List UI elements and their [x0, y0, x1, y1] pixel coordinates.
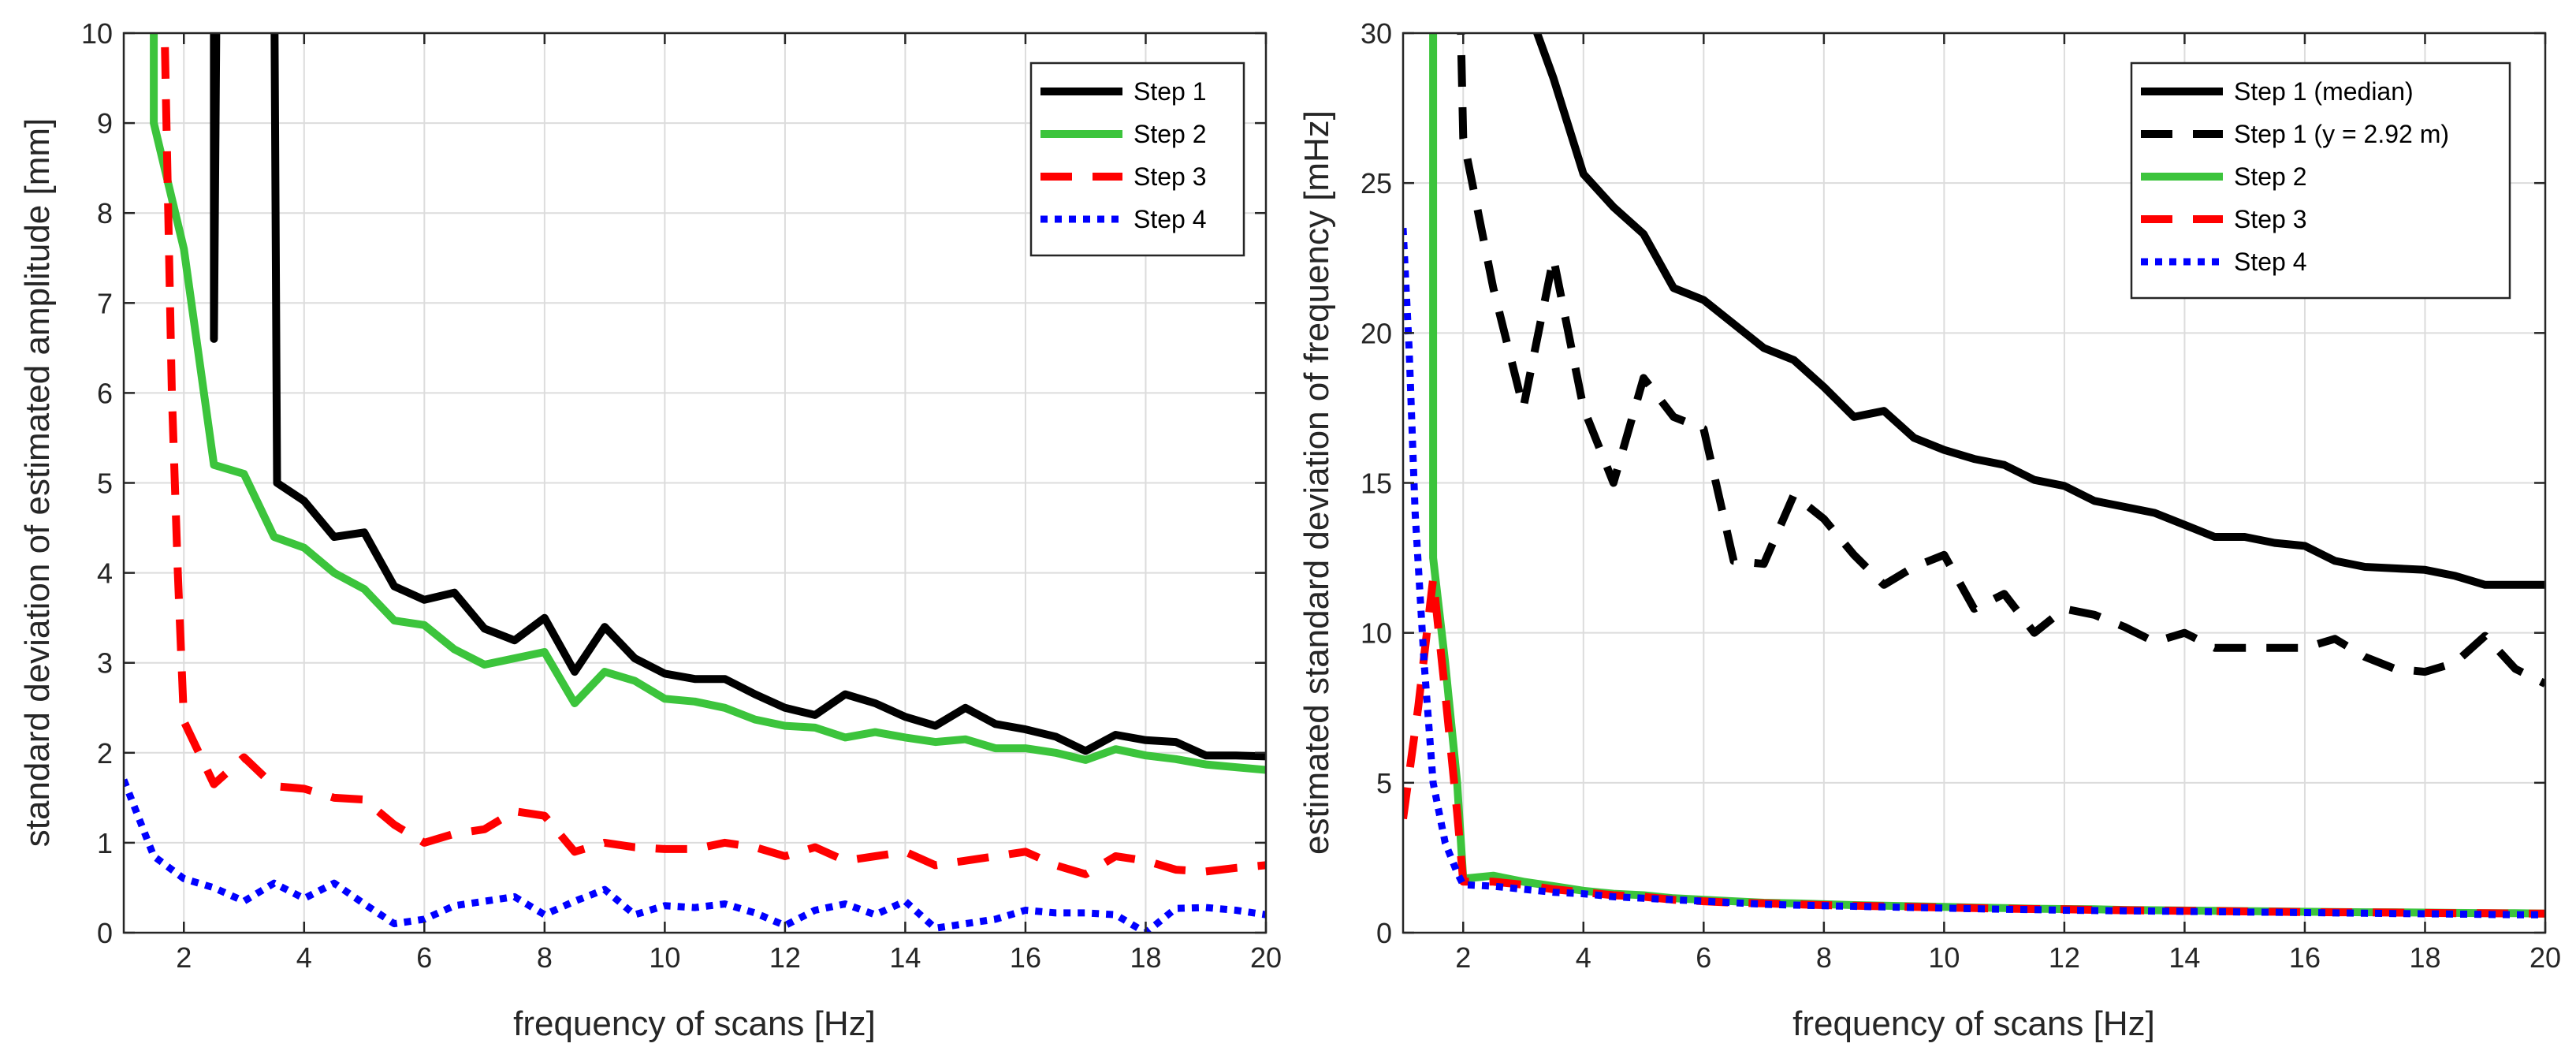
frequency-x-tick-label: 4 [1576, 941, 1591, 974]
amplitude-legend: Step 1 Step 2 Step 3 Step 4 [1029, 61, 1245, 257]
amplitude-x-tick-label: 14 [889, 941, 921, 974]
amplitude-y-tick-label: 4 [97, 557, 113, 590]
amplitude-series-line-3 [160, 33, 1266, 878]
frequency-ticks: 2 4 6 8 10 12 14 16 18 20 0 5 10 15 20 25 30 [1361, 17, 2561, 974]
frequency-y-tick-label: 30 [1361, 17, 1392, 50]
amplitude-x-tick-label: 20 [1250, 941, 1282, 974]
frequency-y-tick-label: 0 [1376, 917, 1392, 949]
frequency-series-line-5 [1403, 227, 2545, 919]
frequency-chart: 2 4 6 8 10 12 14 16 18 20 0 5 10 15 20 25 30 frequency o… [1297, 17, 2561, 1043]
frequency-series-line-1 [1532, 33, 2545, 589]
amplitude-x-axis-label: frequency of scans [Hz] [513, 1004, 876, 1043]
amplitude-y-tick-label: 2 [97, 737, 113, 769]
frequency-x-tick-label: 20 [2529, 941, 2561, 974]
amplitude-series-layer [124, 33, 1266, 933]
frequency-x-tick-label: 14 [2168, 941, 2200, 974]
frequency-y-tick-label: 20 [1361, 317, 1392, 349]
amplitude-y-tick-label: 8 [97, 197, 113, 229]
amplitude-legend-label-3: Step 3 [1134, 162, 1207, 191]
frequency-y-tick-label: 10 [1361, 617, 1392, 650]
frequency-legend-label-2: Step 1 (y = 2.92 m) [2234, 120, 2449, 148]
amplitude-y-tick-label: 5 [97, 468, 113, 500]
frequency-x-tick-label: 6 [1696, 941, 1711, 974]
frequency-x-tick-label: 18 [2409, 941, 2440, 974]
frequency-legend: Step 1 (median) Step 1 (y = 2.92 m) Step 2… [2130, 61, 2511, 300]
amplitude-legend-label-2: Step 2 [1134, 120, 1207, 148]
frequency-x-axis-label: frequency of scans [Hz] [1792, 1004, 2155, 1043]
amplitude-series-line-2 [150, 33, 1266, 774]
amplitude-legend-label-1: Step 1 [1134, 77, 1207, 106]
amplitude-y-axis-label: standard deviation of estimated amplitud… [18, 118, 57, 847]
amplitude-x-tick-label: 2 [176, 941, 192, 974]
frequency-x-tick-label: 16 [2289, 941, 2321, 974]
frequency-x-tick-label: 2 [1455, 941, 1471, 974]
frequency-y-tick-label: 25 [1361, 167, 1392, 199]
amplitude-y-tick-label: 1 [97, 827, 113, 859]
frequency-legend-label-4: Step 3 [2234, 205, 2307, 233]
amplitude-series-line-1 [210, 33, 1266, 761]
amplitude-series-line-4 [124, 778, 1266, 933]
frequency-y-axis-label: estimated standard deviation of frequenc… [1297, 110, 1336, 855]
frequency-y-tick-label: 5 [1376, 767, 1392, 799]
frequency-legend-label-1: Step 1 (median) [2234, 77, 2414, 106]
frequency-legend-label-5: Step 4 [2234, 248, 2307, 276]
frequency-x-tick-label: 10 [1928, 941, 1960, 974]
amplitude-x-tick-label: 16 [1010, 941, 1041, 974]
amplitude-y-tick-label: 0 [97, 917, 113, 949]
amplitude-y-tick-label: 10 [81, 17, 113, 50]
frequency-series-line-4 [1403, 575, 2545, 918]
frequency-x-tick-label: 12 [2049, 941, 2080, 974]
amplitude-y-tick-label: 9 [97, 107, 113, 140]
amplitude-x-tick-label: 12 [769, 941, 801, 974]
amplitude-x-tick-label: 4 [296, 941, 312, 974]
amplitude-y-tick-label: 6 [97, 377, 113, 409]
frequency-legend-label-3: Step 2 [2234, 162, 2307, 191]
amplitude-y-tick-label: 3 [97, 647, 113, 680]
amplitude-x-tick-label: 18 [1130, 941, 1161, 974]
amplitude-x-tick-label: 8 [537, 941, 553, 974]
amplitude-x-tick-label: 10 [649, 941, 680, 974]
frequency-x-tick-label: 8 [1816, 941, 1832, 974]
amplitude-legend-label-4: Step 4 [1134, 205, 1207, 233]
amplitude-y-tick-label: 7 [97, 287, 113, 319]
frequency-y-tick-label: 15 [1361, 468, 1392, 500]
frequency-series-layer [1403, 33, 2545, 919]
amplitude-x-tick-label: 6 [416, 941, 432, 974]
